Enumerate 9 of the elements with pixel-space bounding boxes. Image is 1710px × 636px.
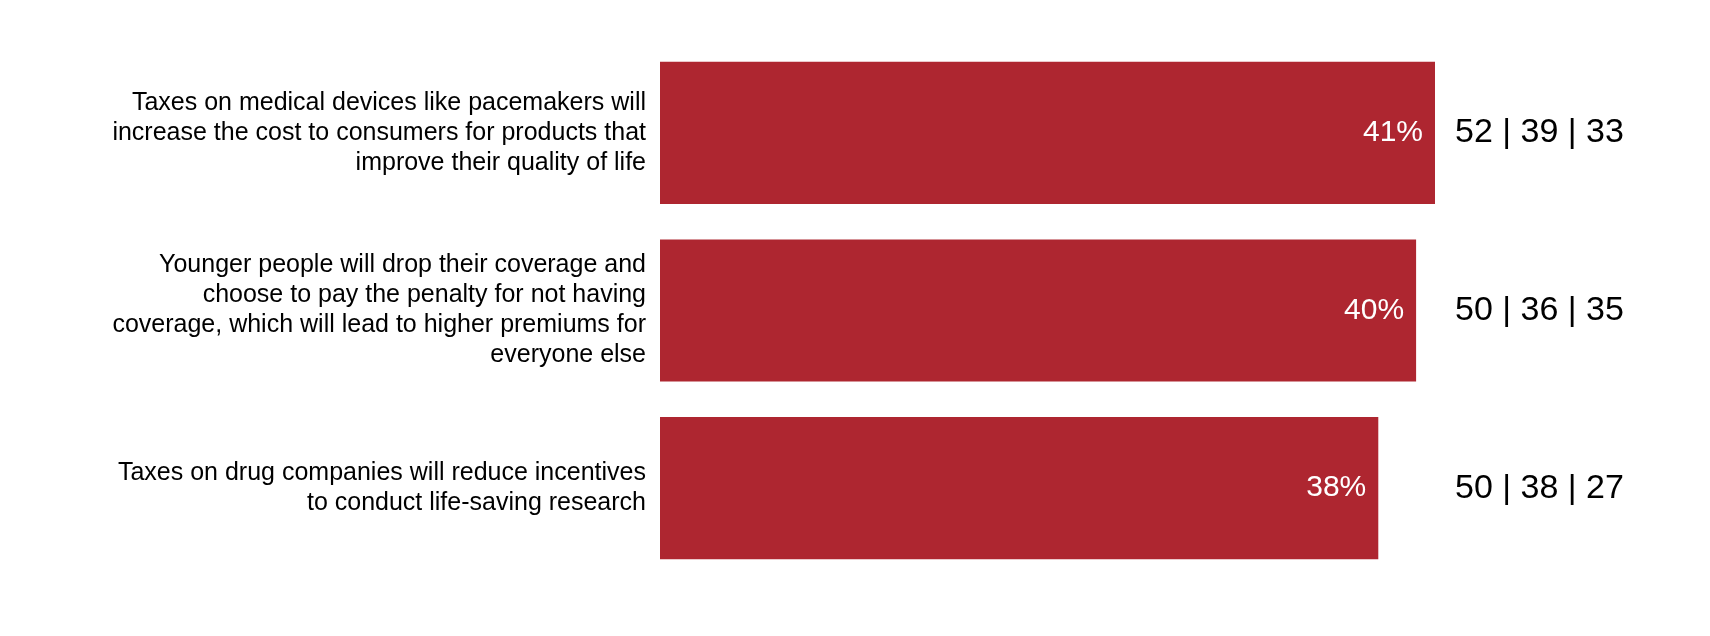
y-tick-label: Taxes on drug companies will reduce incentives to conduct life-saving research [117, 457, 646, 516]
data-label: 40% [1344, 291, 1405, 325]
text: 50 | 38 | 27 [1455, 466, 1624, 505]
y-tick-label: Taxes on medical devices like pacemakers will increase the cost to consumers for products that improve their quality of life [112, 86, 647, 175]
text: 52 | 39 | 33 [1455, 111, 1624, 150]
text: 50 | 36 | 35 [1455, 288, 1624, 327]
data-label: 38% [1306, 469, 1367, 503]
data-label: 41% [1362, 114, 1423, 148]
y-tick-label: Younger people will drop their coverage and choose to pay the penalty for not having coverage, which will lead to higher premiums for everyone else [112, 249, 646, 368]
